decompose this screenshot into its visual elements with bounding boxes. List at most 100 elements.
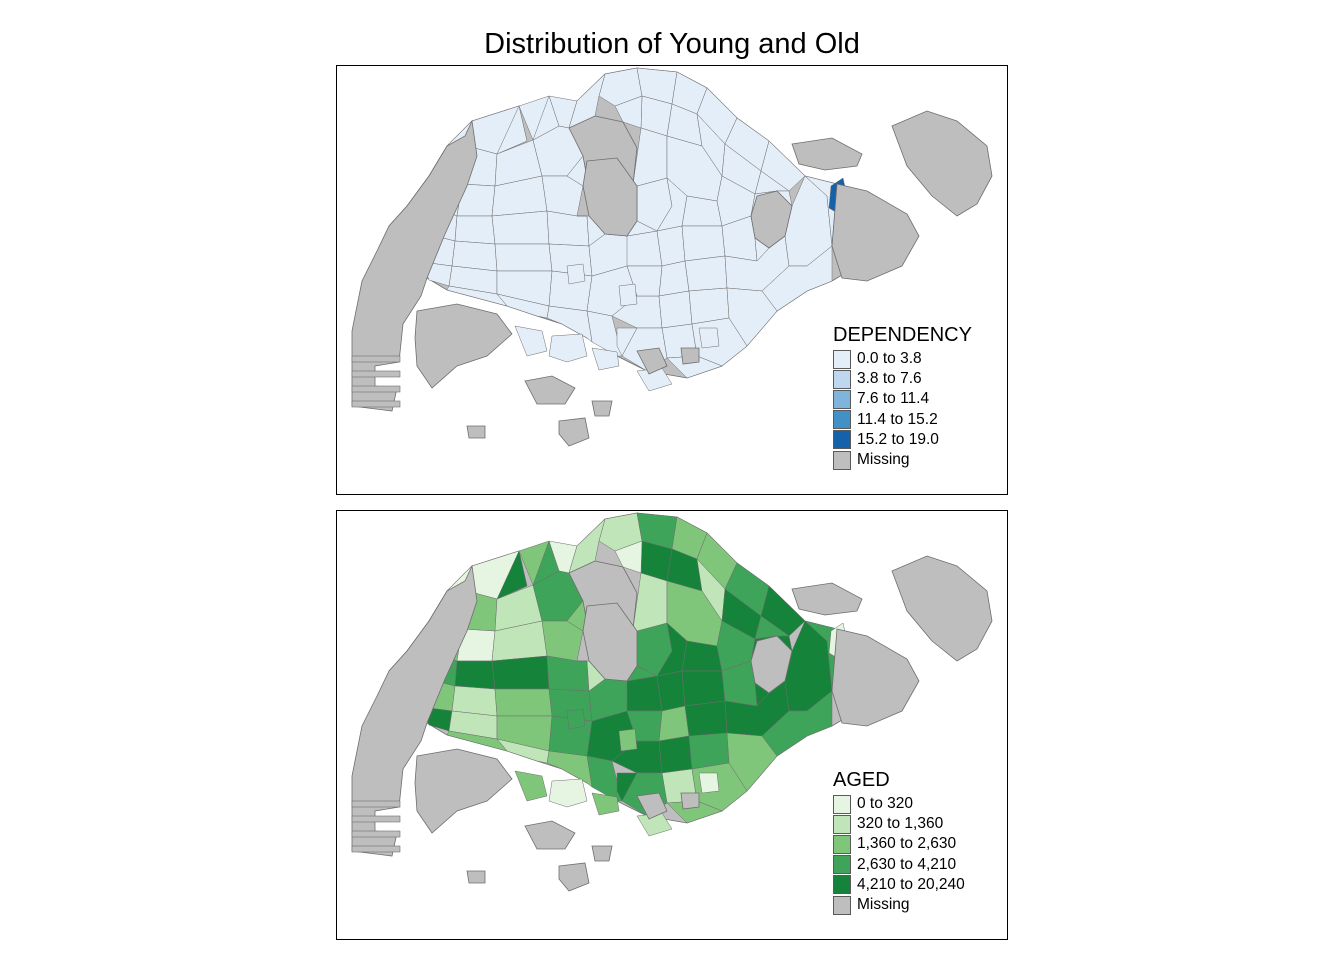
aged-legend: AGED 0 to 320 320 to 1,360 1,360 to 2,63… [833,768,965,915]
legend-label: 0 to 320 [857,795,914,813]
legend-swatch [833,814,851,834]
legend-label: 11.4 to 15.2 [857,410,938,428]
legend-swatch [833,369,851,389]
planning-zone [454,660,496,690]
missing-area [831,183,920,282]
pier [351,355,401,363]
missing-area [636,347,668,375]
missing-area [591,845,613,862]
legend-item: 3.8 to 7.6 [833,369,972,389]
planning-zone [616,327,638,357]
legend-swatch [833,450,851,470]
legend-label: Missing [857,896,910,914]
planning-zone [541,175,584,217]
legend-item: 4,210 to 20,240 [833,875,965,895]
planning-zone [541,620,584,662]
planning-zone [726,287,778,347]
missing-area [466,870,486,884]
missing-area [524,375,576,405]
pier [351,800,401,808]
missing-area [831,628,920,727]
planning-zone [446,730,508,752]
legend-label: Missing [857,451,910,469]
legend-item: 11.4 to 15.2 [833,410,972,430]
missing-area [466,425,486,439]
missing-area [351,119,478,412]
planning-zone [684,255,728,292]
legend-swatch [833,895,851,915]
planning-zone [616,772,638,802]
legend-swatch [833,410,851,430]
missing-area [680,792,700,810]
planning-zone [491,655,550,690]
legend-item: Missing [833,450,972,470]
aged-map [351,512,993,892]
planning-zone [496,105,528,155]
pier [351,845,401,853]
planning-zone [566,708,586,730]
missing-area [636,792,668,820]
planning-zone [698,772,720,794]
dependency-legend-title: DEPENDENCY [833,324,972,346]
missing-area [750,635,793,694]
pier [351,370,401,378]
legend-item: 320 to 1,360 [833,814,965,834]
missing-area [414,303,513,389]
planning-zone [532,95,560,141]
pier [351,385,401,393]
legend-swatch [833,430,851,450]
planning-zone [591,347,620,371]
missing-area [582,157,638,237]
legend-swatch [833,794,851,814]
missing-area [591,400,613,417]
legend-item: 0 to 320 [833,794,965,814]
planning-zone [658,260,690,297]
legend-label: 3.8 to 7.6 [857,370,922,388]
dependency-map-panel: DEPENDENCY 0.0 to 3.8 3.8 to 7.6 7.6 to … [336,65,1008,495]
planning-zone [446,285,508,307]
dependency-map [351,67,993,447]
planning-zone [656,670,686,712]
legend-item: 1,360 to 2,630 [833,834,965,854]
missing-area [558,862,590,892]
planning-zone [688,732,730,770]
legend-label: 1,360 to 2,630 [857,835,957,853]
planning-zone [577,215,606,247]
missing-area [558,417,590,447]
missing-area [791,137,863,171]
planning-zone [681,670,726,707]
planning-zone [568,518,606,574]
planning-zone [614,95,643,129]
planning-zone [614,540,643,574]
planning-zone [656,225,686,267]
planning-zone [658,290,693,329]
planning-zone [454,215,496,245]
planning-zone [514,770,548,802]
planning-zone [496,550,528,600]
missing-area [524,820,576,850]
planning-zone [568,73,606,129]
legend-item: 7.6 to 11.4 [833,389,972,409]
planning-zone [658,705,690,742]
planning-zone [618,728,638,752]
legend-swatch [833,349,851,369]
legend-item: 0.0 to 3.8 [833,349,972,369]
legend-item: 15.2 to 19.0 [833,430,972,450]
missing-area [750,190,793,249]
legend-label: 0.0 to 3.8 [857,350,922,368]
aged-map-panel: AGED 0 to 320 320 to 1,360 1,360 to 2,63… [336,510,1008,940]
planning-zone [491,210,550,245]
planning-zone [591,792,620,816]
planning-zone [681,225,726,262]
aged-legend-title: AGED [833,769,890,791]
legend-item: 2,630 to 4,210 [833,855,965,875]
planning-zone [684,700,728,737]
planning-zone [532,540,560,586]
planning-zone [548,333,588,363]
pier [351,400,401,408]
planning-zone [688,287,730,325]
planning-zone [658,735,693,774]
dependency-legend: DEPENDENCY 0.0 to 3.8 3.8 to 7.6 7.6 to … [833,323,972,470]
missing-area [351,564,478,857]
planning-zone [494,243,553,272]
